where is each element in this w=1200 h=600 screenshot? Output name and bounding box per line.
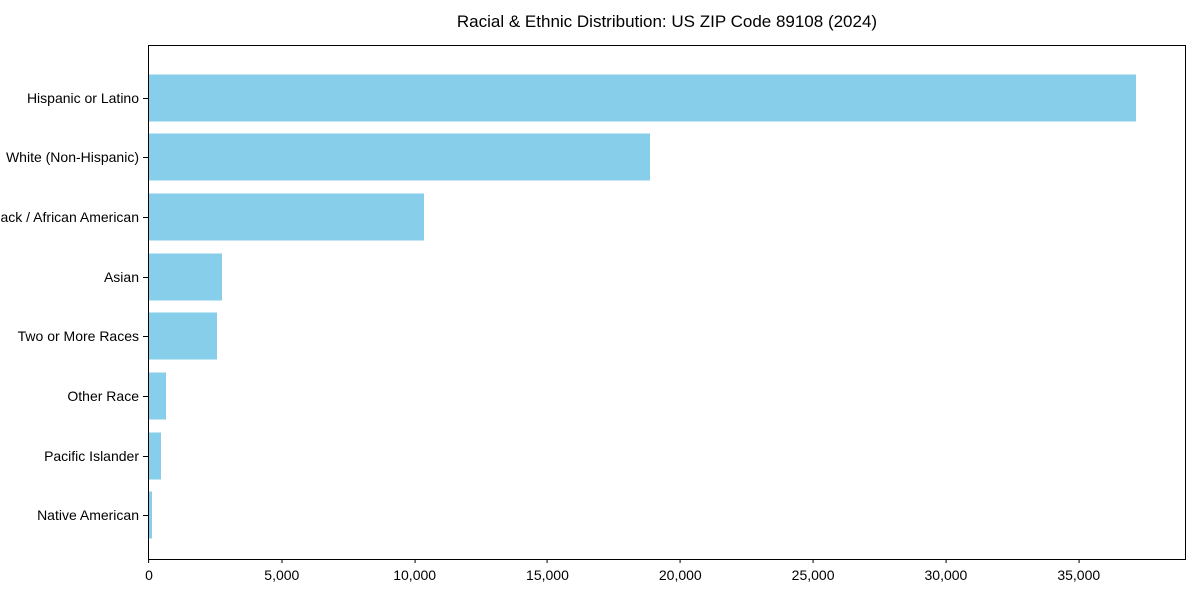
y-tick-mark [143, 336, 148, 338]
y-axis-label: Hispanic or Latino [26, 89, 139, 106]
y-axis-label: Two or More Races [17, 328, 139, 345]
y-tick-mark [143, 515, 148, 517]
x-tick: 15,000 [526, 559, 569, 583]
x-tick-mark [1078, 559, 1080, 563]
x-tick: 10,000 [393, 559, 436, 583]
x-tick-label: 30,000 [924, 567, 968, 583]
y-axis-label: Pacific Islander [44, 447, 139, 464]
x-tick-mark [281, 559, 283, 563]
x-tick: 0 [145, 559, 153, 583]
x-tick: 30,000 [924, 559, 968, 583]
bar [149, 253, 222, 301]
y-axis-label: Asian [103, 268, 139, 285]
bar-row: Black / African American [0, 187, 1185, 247]
bar-row: Two or More Races [18, 307, 1185, 367]
y-tick-mark [143, 455, 148, 457]
x-tick: 25,000 [792, 559, 835, 583]
bar-row: Hispanic or Latino [27, 68, 1185, 128]
bar [149, 372, 166, 420]
x-tick-label: 25,000 [791, 567, 835, 583]
bar [149, 491, 152, 539]
x-tick-label: 5,000 [264, 567, 300, 583]
bar [149, 312, 217, 360]
bar-row: Native American [37, 485, 1185, 545]
y-axis-label: White (Non-Hispanic) [5, 149, 139, 166]
x-tick-mark [945, 559, 947, 563]
bar [149, 432, 161, 480]
bar-row: White (Non-Hispanic) [6, 128, 1185, 188]
x-tick-label: 15,000 [526, 567, 569, 583]
x-tick-label: 35,000 [1057, 567, 1101, 583]
x-tick: 20,000 [659, 559, 702, 583]
x-tick-mark [148, 559, 150, 563]
y-axis-label: Black / African American [0, 209, 139, 226]
bar-rows: Hispanic or Latino White (Non-Hispanic) Bl… [0, 46, 1185, 559]
plot-area: Hispanic or Latino White (Non-Hispanic) Bl… [0, 45, 1186, 583]
bar-row: Pacific Islander [44, 426, 1185, 486]
x-tick-label: 0 [145, 567, 153, 583]
bar [149, 193, 424, 241]
bar [149, 133, 651, 181]
x-tick: 5,000 [264, 559, 299, 583]
bar-row: Other Race [67, 366, 1185, 426]
bar-row: Asian [104, 247, 1185, 307]
x-tick-mark [812, 559, 814, 563]
x-tick-mark [546, 559, 548, 563]
x-tick-mark [414, 559, 416, 563]
y-tick-mark [143, 157, 148, 159]
chart-title: Racial & Ethnic Distribution: US ZIP Cod… [456, 12, 878, 31]
x-tick-label: 20,000 [658, 567, 702, 583]
bar [149, 74, 1136, 122]
y-tick-mark [143, 395, 148, 397]
y-tick-mark [143, 276, 148, 278]
y-axis-label: Other Race [67, 387, 139, 404]
x-tick-mark [679, 559, 681, 563]
y-tick-mark [143, 97, 148, 99]
y-tick-mark [143, 217, 148, 219]
y-axis-label: Native American [37, 507, 139, 524]
x-tick-label: 10,000 [393, 567, 437, 583]
x-tick: 35,000 [1057, 559, 1100, 583]
